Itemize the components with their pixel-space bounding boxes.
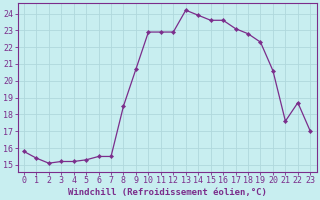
X-axis label: Windchill (Refroidissement éolien,°C): Windchill (Refroidissement éolien,°C) [68, 188, 267, 197]
